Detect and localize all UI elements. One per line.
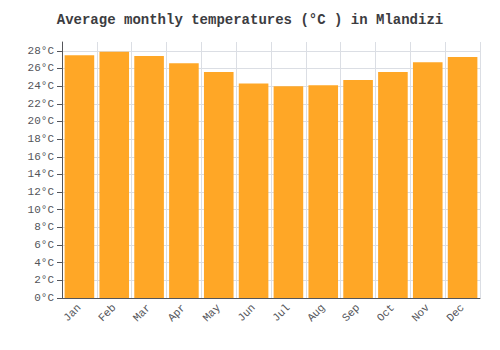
svg-text:10°C: 10°C (28, 204, 55, 216)
svg-text:Jul: Jul (270, 302, 292, 324)
svg-text:Jan: Jan (61, 302, 83, 324)
svg-text:6°C: 6°C (34, 239, 54, 251)
svg-text:12°C: 12°C (28, 186, 55, 198)
svg-text:0°C: 0°C (34, 292, 54, 304)
svg-text:Average monthly temperatures (: Average monthly temperatures (°C ) in Ml… (57, 12, 443, 28)
svg-text:2°C: 2°C (34, 274, 54, 286)
svg-text:24°C: 24°C (28, 80, 55, 92)
svg-text:Apr: Apr (166, 302, 188, 324)
svg-text:22°C: 22°C (28, 98, 55, 110)
svg-text:May: May (201, 301, 224, 324)
svg-text:4°C: 4°C (34, 257, 54, 269)
svg-text:Oct: Oct (375, 302, 397, 324)
svg-text:16°C: 16°C (28, 151, 55, 163)
svg-text:Mar: Mar (131, 302, 153, 324)
svg-text:Feb: Feb (96, 302, 118, 324)
svg-text:Nov: Nov (410, 301, 433, 324)
svg-text:18°C: 18°C (28, 133, 55, 145)
svg-text:14°C: 14°C (28, 168, 55, 180)
svg-text:Aug: Aug (305, 302, 327, 324)
svg-text:Sep: Sep (340, 302, 362, 324)
svg-text:26°C: 26°C (28, 62, 55, 74)
svg-text:Dec: Dec (444, 302, 466, 324)
svg-text:28°C: 28°C (28, 45, 55, 57)
svg-text:20°C: 20°C (28, 115, 55, 127)
svg-text:8°C: 8°C (34, 221, 54, 233)
svg-text:Jun: Jun (235, 302, 257, 324)
